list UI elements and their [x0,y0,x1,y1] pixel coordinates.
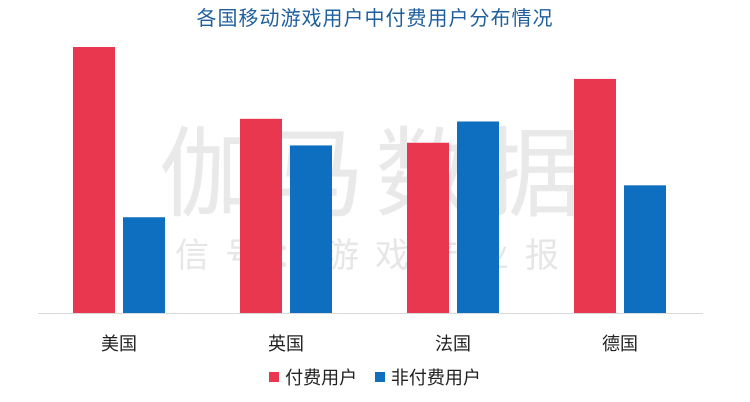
bar-paid-2 [407,142,449,313]
bar-nonpaid-2 [457,121,499,313]
bar-paid-1 [240,118,282,313]
x-tick-label-0: 美国 [101,334,137,355]
chart-title: 各国移动游戏用户中付费用户分布情况 [196,6,554,30]
bar-paid-3 [574,78,616,313]
bar-nonpaid-0 [123,217,165,313]
bar-paid-0 [73,47,115,313]
bar-nonpaid-3 [624,185,666,313]
bar-nonpaid-1 [290,145,332,313]
x-tick-label-1: 英国 [268,334,304,355]
watermark-subtitle: 微信号：游戏产业报告 [125,236,625,276]
bars-group [73,47,666,313]
legend-label-paid: 付费用户 [285,368,358,389]
x-tick-label-2: 法国 [435,334,471,355]
legend-swatch-nonpaid [374,372,385,382]
legend-label-nonpaid: 非付费用户 [390,368,481,389]
legend-item-nonpaid: 非付费用户 [374,364,481,390]
x-tick-label-3: 德国 [602,334,638,355]
legend-item-paid: 付费用户 [269,364,357,390]
watermark-logo-text: 伽马数据 [158,118,591,232]
x-tick-labels: 美国 英国 法国 德国 [101,334,638,355]
legend-swatch-paid [269,372,280,382]
legend: 付费用户 非付费用户 [0,364,750,390]
